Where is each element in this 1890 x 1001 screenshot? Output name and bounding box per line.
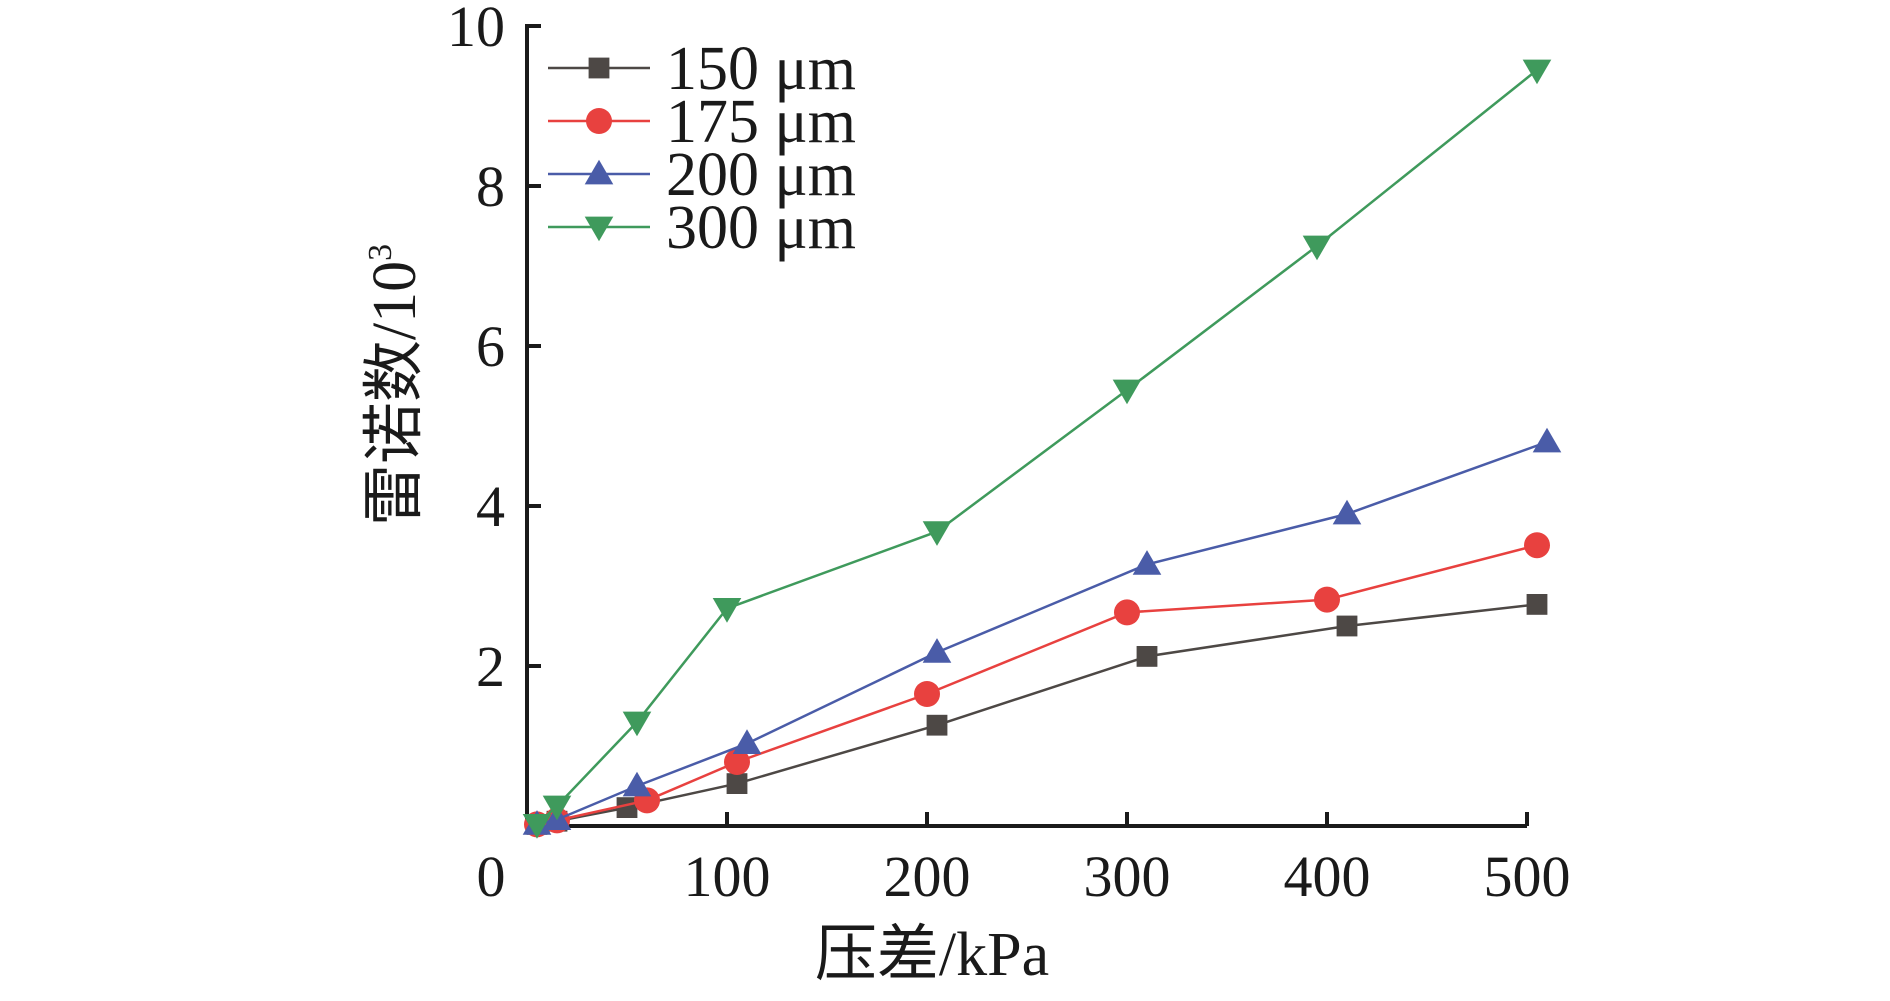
series-3	[522, 59, 1552, 839]
y-tick-label: 8	[476, 154, 505, 219]
series-1	[524, 532, 1550, 838]
legend-label: 150 μm	[666, 35, 856, 103]
data-point	[1524, 532, 1550, 559]
x-tick-label: 500	[1484, 844, 1571, 909]
x-tick-label: 100	[684, 844, 771, 909]
y-axis-title-group: 雷诺数/103	[361, 244, 429, 526]
series-line	[536, 603, 1538, 826]
legend-label: 200 μm	[666, 141, 856, 209]
series-layer	[522, 59, 1562, 839]
y-tick-label: 6	[476, 314, 505, 379]
data-point	[616, 797, 638, 818]
series-2	[522, 427, 1562, 835]
data-point	[1314, 586, 1340, 613]
data-point	[726, 773, 748, 794]
legend-marker	[584, 159, 614, 185]
axes	[525, 24, 1527, 828]
data-point	[522, 814, 552, 839]
axis-ticks: 0 100 200 300 400 500 2 4 6 8 10	[447, 0, 1571, 909]
legend-marker	[588, 57, 610, 79]
data-point	[622, 711, 652, 737]
data-point	[622, 771, 652, 797]
x-tick-label: 0	[477, 844, 506, 909]
legend-label: 175 μm	[666, 88, 856, 156]
data-point	[542, 795, 572, 821]
legend-marker	[586, 108, 612, 134]
y-axis-title-main: 雷诺数/10	[361, 261, 429, 526]
data-point	[1522, 59, 1552, 85]
data-point	[724, 749, 750, 775]
series-line	[536, 543, 1538, 826]
x-tick-label: 400	[1284, 844, 1371, 909]
data-point	[1532, 427, 1562, 453]
data-point	[1302, 235, 1332, 261]
data-point	[732, 729, 762, 754]
data-point	[1136, 646, 1158, 667]
x-tick-label: 300	[1084, 844, 1171, 909]
legend-entry: 200 μm	[548, 141, 856, 209]
y-tick-label: 4	[476, 474, 505, 539]
data-point	[1526, 594, 1548, 615]
legend-entry: 300 μm	[548, 194, 856, 262]
y-tick-label: 2	[476, 634, 505, 699]
data-point	[922, 521, 952, 546]
legend-marker	[584, 216, 614, 242]
y-tick-label: 10	[447, 0, 505, 59]
legend-label: 300 μm	[666, 194, 856, 262]
x-tick-label: 200	[884, 844, 971, 909]
y-axis-title-exponent: 3	[362, 244, 399, 261]
data-point	[1132, 550, 1162, 575]
data-point	[712, 598, 742, 623]
data-point	[922, 638, 952, 663]
data-point	[926, 714, 948, 736]
data-point	[1114, 599, 1140, 626]
y-axis-title: 雷诺数/103	[361, 244, 429, 526]
data-point	[1336, 615, 1358, 637]
series-0	[526, 594, 1548, 835]
legend-entry: 150 μm	[548, 35, 856, 103]
legend-entry: 175 μm	[548, 88, 856, 156]
data-point	[1112, 379, 1142, 405]
series-line	[536, 69, 1538, 826]
data-point	[914, 681, 940, 707]
data-point	[1332, 499, 1362, 525]
series-line	[536, 440, 1548, 826]
x-axis-title: 压差/kPa	[815, 921, 1049, 989]
